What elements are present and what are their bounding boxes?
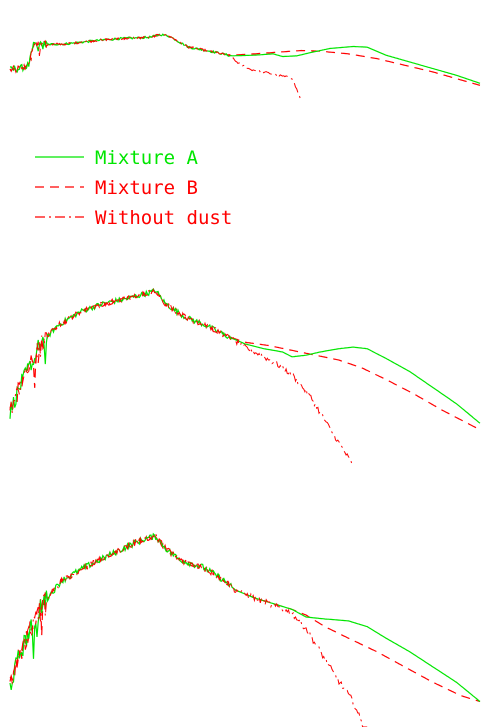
series-line-mixture-a — [9, 288, 481, 424]
panel-3 — [9, 532, 481, 727]
series-line-mixture-b — [9, 534, 481, 703]
chart-panels — [9, 33, 481, 727]
series-line-mixture-a — [9, 532, 481, 702]
legend-label-mixture-b: Mixture B — [95, 177, 198, 199]
legend-label-without-dust: Without dust — [95, 207, 232, 229]
series-line-mixture-b — [9, 33, 481, 86]
panel-1 — [9, 33, 481, 101]
legend-label-mixture-a: Mixture A — [95, 147, 199, 169]
series-line-without-dust — [9, 33, 302, 101]
series-line-without-dust — [9, 532, 368, 727]
series-line-mixture-b — [9, 287, 481, 431]
panel-2 — [9, 287, 481, 466]
series-line-without-dust — [9, 288, 354, 466]
chart-legend: Mixture A Mixture B Without dust — [35, 147, 232, 229]
series-line-mixture-a — [9, 33, 481, 84]
